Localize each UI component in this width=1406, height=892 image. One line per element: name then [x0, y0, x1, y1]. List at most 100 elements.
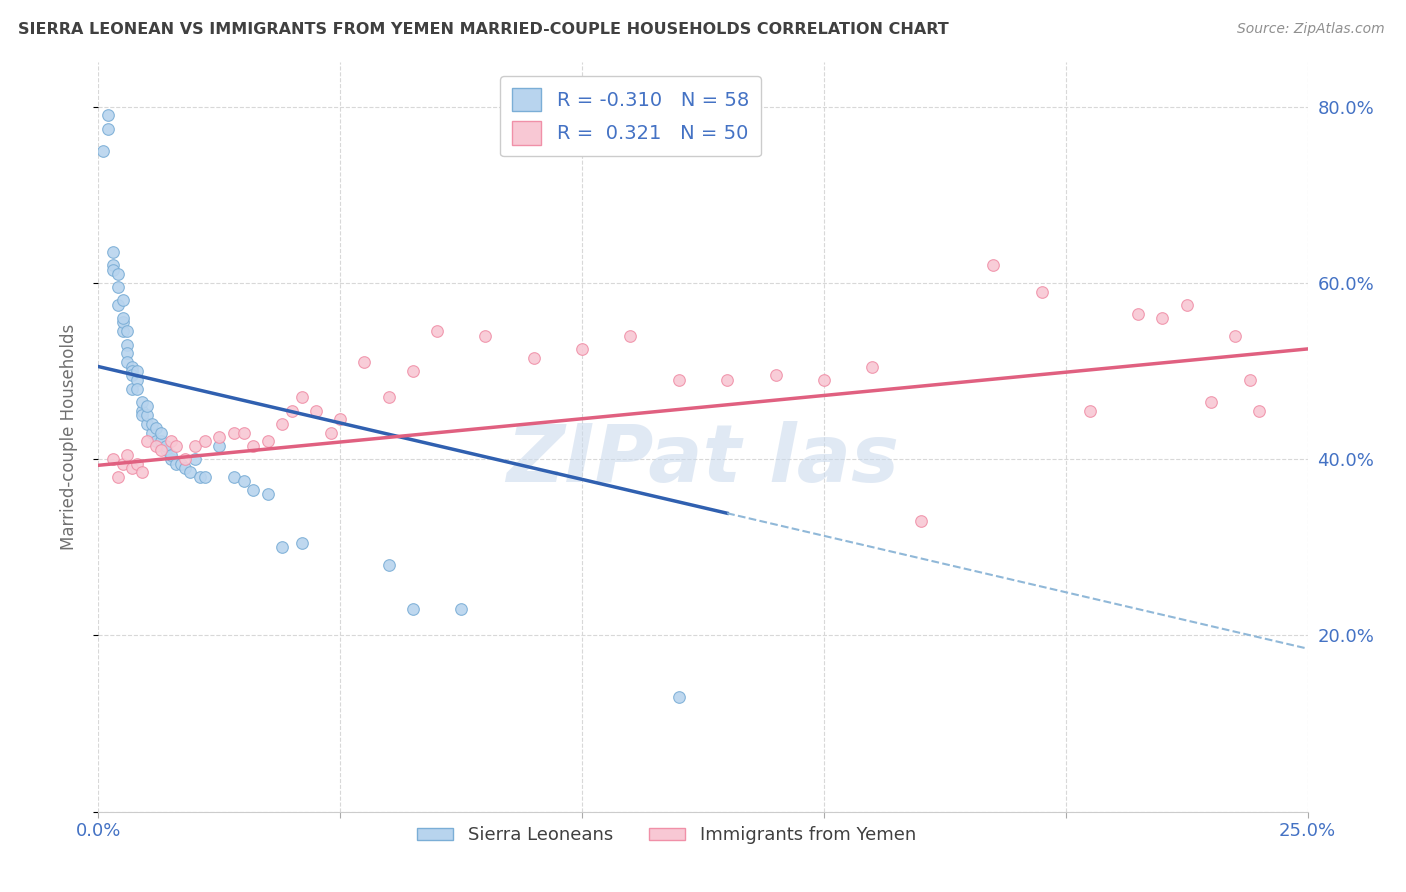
Point — [765, 368, 787, 383]
Point — [1175, 298, 1198, 312]
Point — [107, 298, 129, 312]
Point — [135, 399, 157, 413]
Point — [1128, 307, 1150, 321]
Point — [184, 452, 207, 467]
Point — [131, 403, 153, 417]
Point — [107, 469, 129, 483]
Point — [101, 262, 124, 277]
Point — [319, 425, 342, 440]
Point — [165, 457, 187, 471]
Point — [97, 108, 120, 122]
Point — [1239, 373, 1261, 387]
Point — [305, 403, 328, 417]
Point — [169, 457, 191, 471]
Point — [242, 483, 264, 497]
Point — [121, 359, 143, 374]
Point — [232, 474, 254, 488]
Point — [150, 434, 173, 449]
Point — [121, 368, 143, 383]
Point — [1249, 403, 1271, 417]
Point — [981, 258, 1004, 272]
Point — [474, 328, 496, 343]
Point — [1031, 285, 1053, 299]
Point — [523, 351, 546, 365]
Point — [426, 324, 449, 338]
Point — [121, 364, 143, 378]
Point — [145, 439, 167, 453]
Point — [668, 373, 690, 387]
Point — [271, 417, 294, 431]
Point — [179, 466, 201, 480]
Point — [860, 359, 883, 374]
Point — [290, 536, 312, 550]
Point — [222, 425, 245, 440]
Point — [1223, 328, 1246, 343]
Point — [208, 439, 231, 453]
Point — [222, 469, 245, 483]
Point — [1199, 394, 1222, 409]
Point — [377, 391, 399, 405]
Point — [232, 425, 254, 440]
Point — [131, 394, 153, 409]
Point — [141, 425, 163, 440]
Point — [117, 346, 139, 360]
Point — [135, 434, 157, 449]
Point — [353, 355, 375, 369]
Point — [97, 121, 120, 136]
Point — [117, 448, 139, 462]
Point — [194, 434, 217, 449]
Point — [174, 452, 197, 467]
Point — [813, 373, 835, 387]
Point — [111, 324, 134, 338]
Point — [101, 244, 124, 259]
Point — [107, 267, 129, 281]
Point — [194, 469, 217, 483]
Point — [329, 412, 352, 426]
Point — [117, 324, 139, 338]
Point — [101, 452, 124, 467]
Point — [131, 408, 153, 422]
Point — [1078, 403, 1101, 417]
Point — [145, 421, 167, 435]
Point — [450, 602, 472, 616]
Point — [155, 443, 177, 458]
Y-axis label: Married-couple Households: Married-couple Households — [59, 324, 77, 550]
Point — [160, 448, 183, 462]
Point — [135, 417, 157, 431]
Point — [619, 328, 641, 343]
Point — [571, 342, 593, 356]
Point — [141, 417, 163, 431]
Point — [174, 461, 197, 475]
Point — [160, 434, 183, 449]
Point — [184, 439, 207, 453]
Point — [127, 382, 149, 396]
Point — [188, 469, 211, 483]
Point — [127, 457, 149, 471]
Point — [256, 487, 278, 501]
Point — [107, 280, 129, 294]
Point — [242, 439, 264, 453]
Point — [377, 558, 399, 572]
Point — [668, 690, 690, 705]
Point — [91, 144, 114, 158]
Point — [127, 364, 149, 378]
Point — [150, 425, 173, 440]
Text: SIERRA LEONEAN VS IMMIGRANTS FROM YEMEN MARRIED-COUPLE HOUSEHOLDS CORRELATION CH: SIERRA LEONEAN VS IMMIGRANTS FROM YEMEN … — [18, 22, 949, 37]
Point — [208, 430, 231, 444]
Point — [716, 373, 738, 387]
Point — [145, 434, 167, 449]
Point — [131, 466, 153, 480]
Point — [1152, 311, 1174, 326]
Point — [111, 293, 134, 308]
Point — [160, 452, 183, 467]
Point — [910, 514, 932, 528]
Point — [127, 373, 149, 387]
Point — [121, 461, 143, 475]
Point — [165, 439, 187, 453]
Text: Source: ZipAtlas.com: Source: ZipAtlas.com — [1237, 22, 1385, 37]
Point — [256, 434, 278, 449]
Point — [121, 382, 143, 396]
Point — [135, 408, 157, 422]
Point — [402, 364, 425, 378]
Point — [290, 391, 312, 405]
